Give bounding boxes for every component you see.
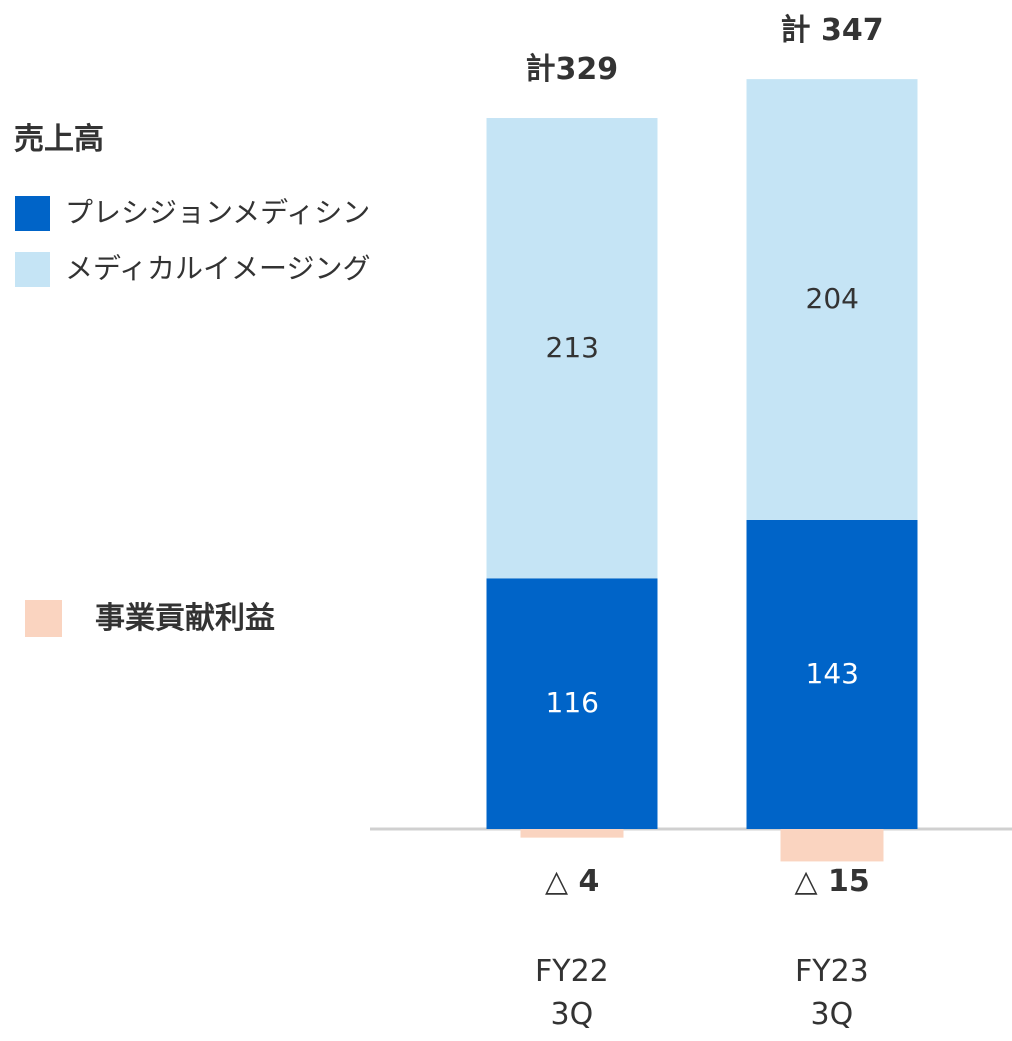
total-label: 計329 [525,52,619,88]
x-tick-label: FY22 3Q [535,953,609,1033]
legend-label: プレシジョンメディシン [65,196,371,229]
legend-swatch [15,252,50,287]
profit-label: △ 4 [545,864,600,899]
segment-label: 143 [805,656,859,690]
profit-bar [520,829,624,838]
bar-segment [486,118,658,579]
bar-segment [746,79,918,520]
legend-swatch [25,600,62,637]
legend-label: 事業貢献利益 [95,600,275,636]
segment-label: 204 [805,282,859,316]
legend-title: 売上高 [14,122,104,157]
profit-bar [780,829,884,862]
legend-swatch [15,196,50,231]
profit-label: △ 15 [794,864,870,899]
segment-label: 116 [545,686,599,720]
x-tick-label: FY23 3Q [795,953,869,1033]
bar-segment [486,578,658,829]
segment-label: 213 [545,330,599,364]
legend-label: メディカルイメージング [65,252,371,285]
total-label: 計 347 [780,13,884,49]
bar-segment [746,519,918,829]
